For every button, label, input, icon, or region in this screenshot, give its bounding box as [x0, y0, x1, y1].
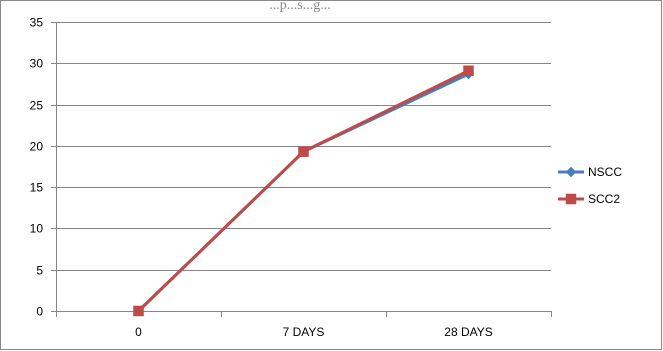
data-point-scc2-1	[298, 146, 309, 157]
chart-title: ...p...s...g...	[269, 0, 330, 13]
gridlines	[56, 22, 551, 271]
series-nscc	[133, 68, 474, 317]
data-point-scc2-0	[133, 305, 144, 317]
x-tick-label-1: 7 DAYS	[283, 325, 325, 339]
series-line-scc2	[137, 69, 470, 313]
y-tick-label-30: 30	[30, 57, 44, 71]
x-tick-label-2: 28 DAYS	[444, 325, 492, 339]
y-tick-label-5: 5	[36, 264, 43, 278]
legend-marker-nscc	[565, 166, 577, 178]
x-axis-tick-labels: 0 7 DAYS 28 DAYS	[135, 325, 493, 339]
data-point-scc2-2	[463, 65, 474, 76]
legend-marker-scc2	[565, 193, 577, 205]
legend-label-scc2: SCC2	[588, 192, 620, 206]
series-scc2	[133, 65, 474, 317]
series-group	[133, 65, 474, 317]
y-tick-label-15: 15	[30, 181, 44, 195]
y-axis-tick-labels: 0 5 10 15 20 25 30 35	[30, 16, 44, 319]
x-tick-label-0: 0	[135, 325, 142, 339]
y-tick-label-20: 20	[30, 140, 44, 154]
y-tick-label-10: 10	[30, 222, 44, 236]
legend-label-nscc: NSCC	[588, 165, 622, 179]
y-tick-label-35: 35	[30, 16, 44, 30]
legend: NSCC SCC2	[558, 165, 622, 206]
y-tick-label-0: 0	[36, 305, 43, 319]
legend-item-nscc: NSCC	[558, 165, 622, 179]
y-tick-label-25: 25	[30, 99, 44, 113]
legend-item-scc2: SCC2	[558, 192, 620, 206]
series-line-nscc	[137, 72, 470, 313]
